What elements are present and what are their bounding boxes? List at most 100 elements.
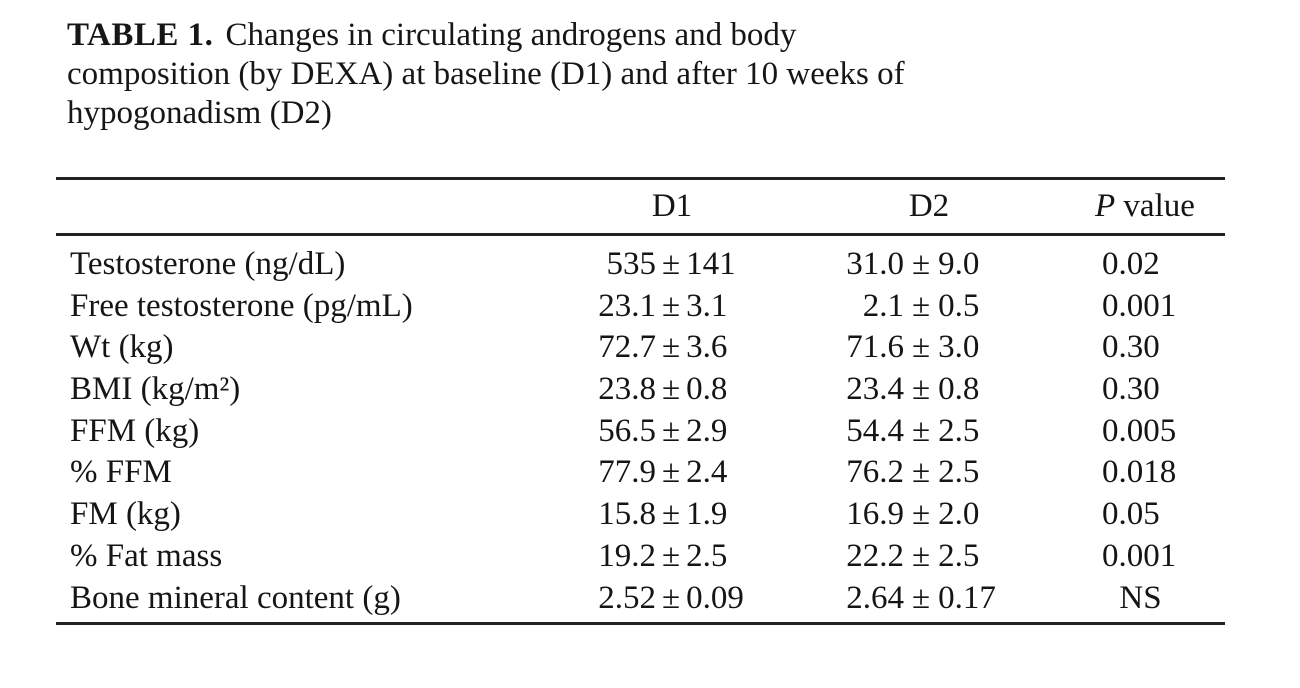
d2-sd: 0.17 xyxy=(938,579,996,616)
d2-plus-minus: ± xyxy=(912,287,931,324)
d1-mean: 19.2 xyxy=(598,537,656,574)
table-row: Free testosterone (pg/mL) 23.1 ± 3.1 2.1… xyxy=(56,286,1225,328)
d1-cell: 23.1 ± 3.1 xyxy=(556,286,806,328)
d1-sd: 3.1 xyxy=(686,287,728,324)
d1-cell: 535 ± 141 xyxy=(556,244,806,286)
d1-cell: 19.2 ± 2.5 xyxy=(556,536,806,578)
header-empty-cell xyxy=(56,180,556,233)
d1-cell: 77.9 ± 2.4 xyxy=(556,452,806,494)
d2-mean: 31.0 xyxy=(846,246,904,282)
row-label: Wt (kg) xyxy=(70,329,174,366)
d2-plus-minus: ± xyxy=(912,412,931,449)
d1-sd: 1.9 xyxy=(686,496,728,533)
caption-line3: hypogonadism (D2) xyxy=(67,95,332,131)
d1-cell: 2.52 ± 0.09 xyxy=(556,578,806,620)
p-value: 0.001 xyxy=(1102,287,1177,324)
d2-plus-minus: ± xyxy=(912,537,931,574)
row-label: BMI (kg/m²) xyxy=(70,371,241,408)
d2-cell: 16.9 ± 2.0 xyxy=(806,494,1056,536)
d1-plus-minus: ± xyxy=(662,496,681,533)
table-header-row: D1 D2 P value xyxy=(56,180,1225,236)
d1-cell: 72.7 ± 3.6 xyxy=(556,327,806,369)
d2-plus-minus: ± xyxy=(912,246,931,282)
d2-mean: 2.64 xyxy=(846,579,904,616)
d1-mean: 23.8 xyxy=(598,371,656,408)
header-p-value: P value xyxy=(1056,180,1225,233)
p-value: 0.018 xyxy=(1102,454,1177,491)
table-row: BMI (kg/m²) 23.8 ± 0.8 23.4 ± 0.8 0.30 xyxy=(56,369,1225,411)
d2-sd: 2.5 xyxy=(938,412,980,449)
row-label: % Fat mass xyxy=(70,537,223,574)
p-header-rest: value xyxy=(1115,188,1195,224)
row-label: Bone mineral content (g) xyxy=(70,579,401,616)
d2-mean: 16.9 xyxy=(846,496,904,533)
d1-plus-minus: ± xyxy=(662,537,681,574)
caption-line1: Changes in circulating androgens and bod… xyxy=(225,17,797,53)
table-row: FM (kg) 15.8 ± 1.9 16.9 ± 2.0 0.05 xyxy=(56,494,1225,536)
row-label: Testosterone (ng/dL) xyxy=(70,246,346,282)
d2-mean: 54.4 xyxy=(846,412,904,449)
d1-mean: 23.1 xyxy=(598,287,656,324)
d1-sd: 2.9 xyxy=(686,412,728,449)
d1-mean: 2.52 xyxy=(598,579,656,616)
d1-sd: 3.6 xyxy=(686,329,728,366)
d1-sd: 141 xyxy=(686,246,736,282)
d2-mean: 22.2 xyxy=(846,537,904,574)
row-label: FFM (kg) xyxy=(70,412,200,449)
d2-cell: 22.2 ± 2.5 xyxy=(806,536,1056,578)
table-row: % Fat mass 19.2 ± 2.5 22.2 ± 2.5 0.001 xyxy=(56,536,1225,578)
d1-plus-minus: ± xyxy=(662,454,681,491)
header-d2: D2 xyxy=(908,188,950,224)
caption-label: TABLE 1. xyxy=(67,17,214,53)
d2-sd: 2.5 xyxy=(938,454,980,491)
d2-cell: 2.64 ± 0.17 xyxy=(806,578,1056,620)
d2-cell: 31.0 ± 9.0 xyxy=(806,244,1056,286)
table-row: % FFM 77.9 ± 2.4 76.2 ± 2.5 0.018 xyxy=(56,452,1225,494)
d2-mean: 2.1 xyxy=(862,287,904,324)
d1-plus-minus: ± xyxy=(662,246,681,282)
d2-plus-minus: ± xyxy=(912,496,931,533)
d2-sd: 2.0 xyxy=(938,496,980,533)
p-value: 0.02 xyxy=(1102,246,1160,282)
p-value: 0.05 xyxy=(1102,496,1160,533)
d2-sd: 3.0 xyxy=(938,329,980,366)
table-caption: TABLE 1. Changes in circulating androgens… xyxy=(67,16,1187,133)
data-table: D1 D2 P value Testosterone (ng/dL) 535 ±… xyxy=(56,177,1225,626)
d1-sd: 2.5 xyxy=(686,537,728,574)
table-row: Testosterone (ng/dL) 535 ± 141 31.0 ± 9.… xyxy=(56,244,1225,286)
d1-mean: 535 xyxy=(606,246,657,282)
p-value: 0.005 xyxy=(1102,412,1177,449)
d1-mean: 56.5 xyxy=(598,412,656,449)
d1-cell: 56.5 ± 2.9 xyxy=(556,411,806,453)
d2-cell: 2.1 ± 0.5 xyxy=(806,286,1056,328)
p-value: 0.001 xyxy=(1102,537,1177,574)
d2-plus-minus: ± xyxy=(912,579,931,616)
d1-cell: 23.8 ± 0.8 xyxy=(556,369,806,411)
d2-mean: 71.6 xyxy=(846,329,904,366)
caption-line2: composition (by DEXA) at baseline (D1) a… xyxy=(67,56,905,92)
row-label: FM (kg) xyxy=(70,496,181,533)
table-body: Testosterone (ng/dL) 535 ± 141 31.0 ± 9.… xyxy=(56,236,1225,622)
d2-sd: 0.5 xyxy=(938,287,980,324)
d1-sd: 0.09 xyxy=(686,579,744,616)
p-value: NS xyxy=(1119,579,1162,616)
row-label: Free testosterone (pg/mL) xyxy=(70,287,413,324)
p-header-italic: P xyxy=(1095,188,1116,224)
d1-plus-minus: ± xyxy=(662,371,681,408)
d2-plus-minus: ± xyxy=(912,329,931,366)
table-row: FFM (kg) 56.5 ± 2.9 54.4 ± 2.5 0.005 xyxy=(56,411,1225,453)
d2-cell: 54.4 ± 2.5 xyxy=(806,411,1056,453)
d2-cell: 76.2 ± 2.5 xyxy=(806,452,1056,494)
d1-mean: 15.8 xyxy=(598,496,656,533)
p-value: 0.30 xyxy=(1102,329,1160,366)
d1-sd: 2.4 xyxy=(686,454,728,491)
d2-cell: 71.6 ± 3.0 xyxy=(806,327,1056,369)
d1-plus-minus: ± xyxy=(662,412,681,449)
d1-mean: 72.7 xyxy=(598,329,656,366)
header-d1: D1 xyxy=(651,188,693,224)
table-row: Wt (kg) 72.7 ± 3.6 71.6 ± 3.0 0.30 xyxy=(56,327,1225,369)
p-value: 0.30 xyxy=(1102,371,1160,408)
d1-cell: 15.8 ± 1.9 xyxy=(556,494,806,536)
table-row: Bone mineral content (g) 2.52 ± 0.09 2.6… xyxy=(56,578,1225,620)
d2-sd: 0.8 xyxy=(938,371,980,408)
